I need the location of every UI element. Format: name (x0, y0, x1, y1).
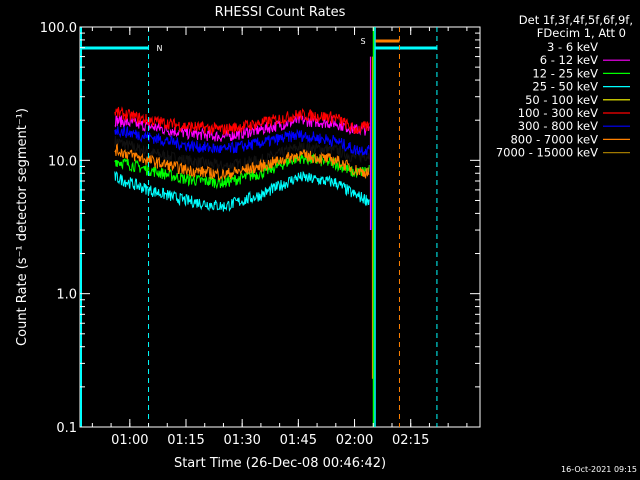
legend-label-2: 12 - 25 keV (532, 66, 598, 80)
x-tick-label-1: 01:15 (167, 433, 204, 448)
series-line-7 (114, 143, 370, 181)
x-tick-label-4: 02:00 (336, 433, 373, 448)
axis-layer: 01:00 01:15 01:30 01:45 02:00 02:15 0.1 1.0 10.0… (40, 21, 480, 448)
legend: Det 1f,3f,4f,5f,6f,9f, FDecim 1, Att 0 3… (496, 13, 633, 160)
footer-timestamp: 16-Oct-2021 09:15 (561, 465, 637, 474)
legend-label-0: 3 - 6 keV (547, 40, 598, 54)
x-tick-label-2: 01:30 (223, 433, 260, 448)
annotation-layer: NS (80, 27, 438, 427)
series-line-3 (114, 170, 370, 213)
x-tick-label-0: 01:00 (111, 433, 148, 448)
legend-label-7: 800 - 7000 keV (510, 132, 598, 146)
legend-label-3: 25 - 50 keV (532, 80, 598, 94)
y-tick-label-1: 1.0 (56, 288, 77, 303)
y-axis-label: Count Rate (s⁻¹ detector segment⁻¹) (15, 108, 30, 346)
data-layer (114, 27, 376, 427)
chart-title: RHESSI Count Rates (215, 5, 346, 20)
x-axis-label: Start Time (26-Dec-08 00:46:42) (174, 456, 386, 471)
y-tick-label-2: 10.0 (48, 154, 77, 169)
legend-label-5: 100 - 300 keV (518, 106, 598, 120)
series-line-1 (114, 113, 370, 142)
x-tick-label-5: 02:15 (392, 433, 429, 448)
night-label: N (157, 44, 163, 53)
legend-header-line-2: FDecim 1, Att 0 (537, 26, 626, 40)
legend-label-4: 50 - 100 keV (525, 93, 598, 107)
legend-label-8: 7000 - 15000 keV (496, 146, 598, 160)
legend-header-line-1: Det 1f,3f,4f,5f,6f,9f, (519, 13, 633, 27)
x-tick-label-3: 01:45 (280, 433, 317, 448)
y-tick-label-3: 100.0 (40, 21, 77, 36)
series-line-5 (114, 106, 370, 136)
y-tick-label-0: 0.1 (56, 421, 77, 436)
series-line-6 (114, 125, 370, 156)
saa-label: S (361, 37, 366, 46)
legend-label-6: 300 - 800 keV (518, 119, 598, 133)
legend-label-1: 6 - 12 keV (540, 53, 598, 67)
